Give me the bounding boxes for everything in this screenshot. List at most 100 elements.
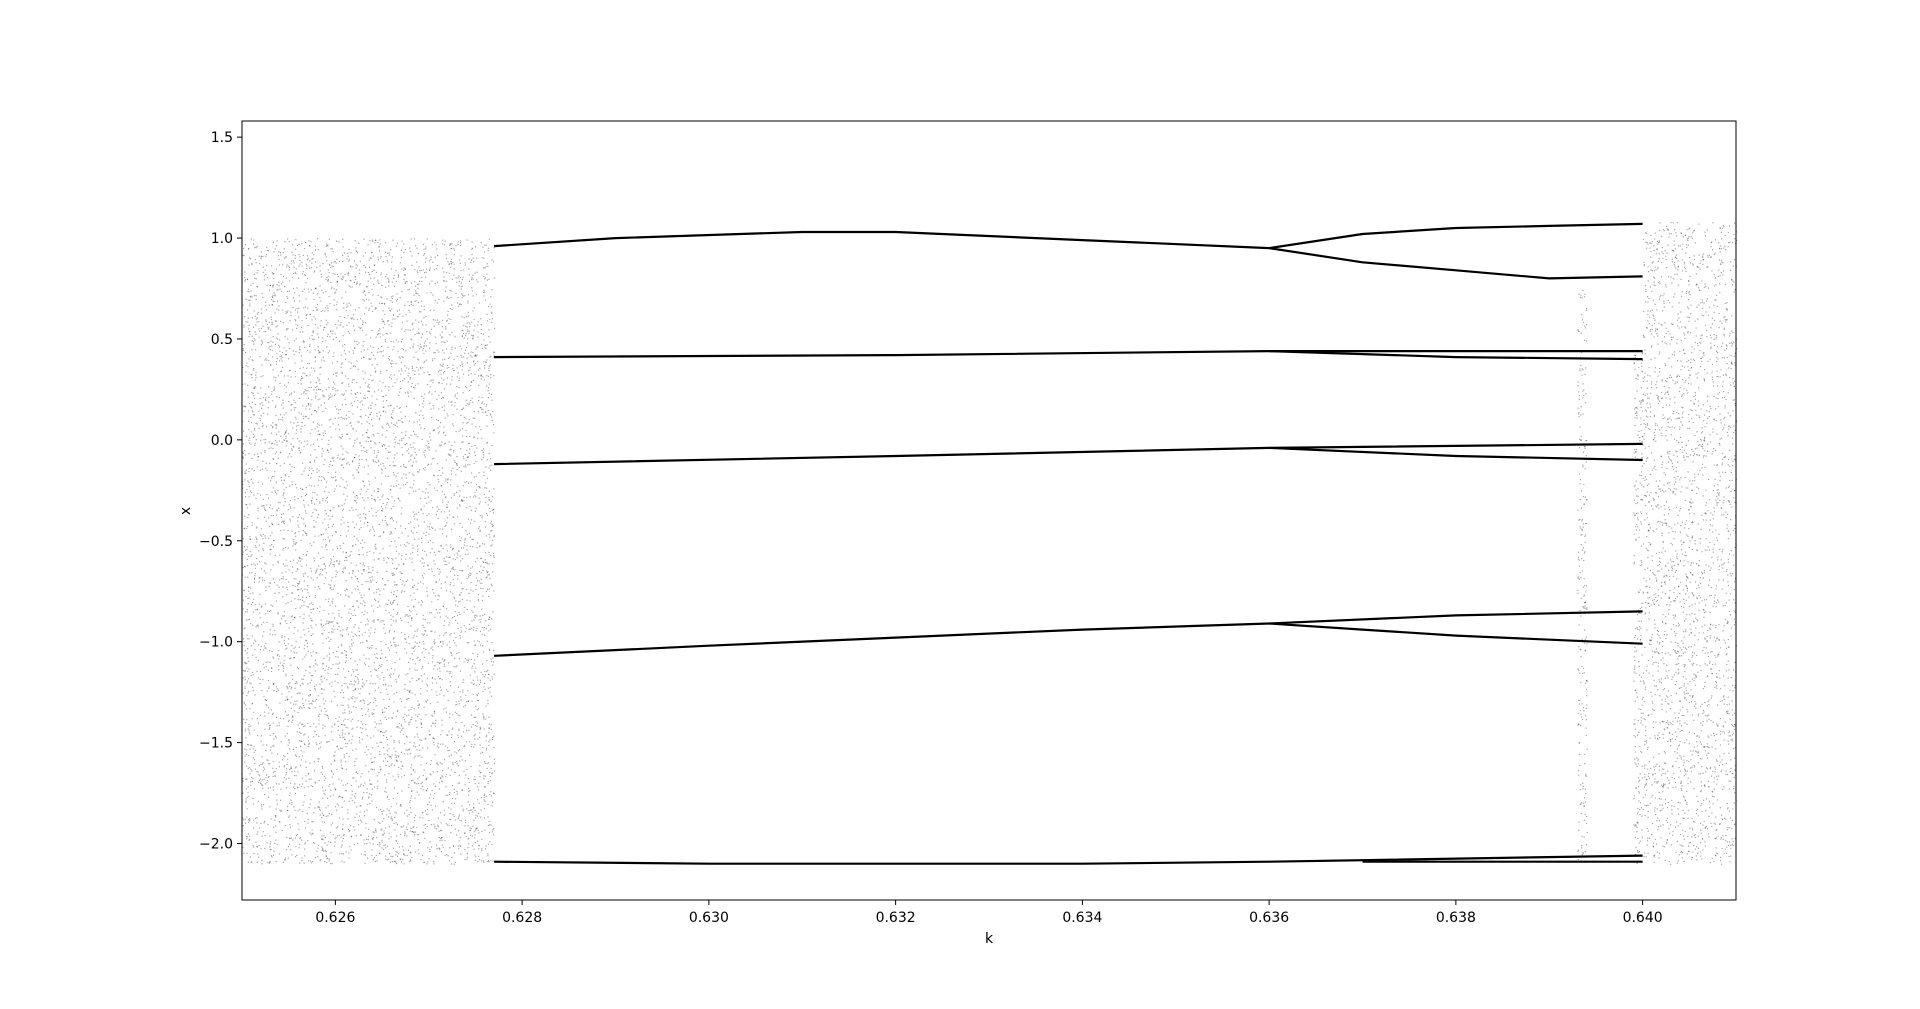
- scatter-point: [397, 316, 399, 318]
- scatter-point: [254, 386, 256, 389]
- scatter-point: [411, 454, 413, 456]
- scatter-point: [249, 572, 251, 574]
- scatter-point: [337, 826, 339, 828]
- scatter-point: [247, 861, 249, 863]
- scatter-point: [493, 649, 495, 652]
- scatter-point: [255, 349, 257, 351]
- scatter-point: [450, 479, 452, 481]
- scatter-point: [299, 367, 301, 370]
- scatter-point: [460, 755, 462, 757]
- scatter-point: [439, 686, 441, 688]
- scatter-point: [378, 465, 380, 467]
- scatter-point: [418, 419, 420, 421]
- scatter-point: [294, 257, 296, 259]
- scatter-point: [299, 838, 301, 840]
- scatter-point: [366, 640, 368, 642]
- scatter-point: [368, 828, 370, 830]
- scatter-point: [404, 268, 406, 271]
- scatter-point: [450, 754, 452, 756]
- scatter-point: [464, 760, 466, 762]
- scatter-point: [409, 753, 411, 755]
- scatter-point: [298, 560, 300, 562]
- scatter-point: [310, 778, 312, 780]
- scatter-point: [258, 603, 261, 605]
- scatter-point: [483, 475, 485, 477]
- scatter-point: [479, 744, 481, 746]
- scatter-point: [396, 452, 398, 454]
- scatter-point: [474, 325, 476, 327]
- scatter-point: [370, 251, 373, 253]
- scatter-point: [395, 568, 397, 570]
- scatter-point: [362, 686, 364, 688]
- scatter-point: [263, 275, 265, 277]
- scatter-point: [401, 338, 403, 340]
- scatter-point: [362, 562, 364, 564]
- scatter-point: [386, 502, 388, 504]
- scatter-point: [270, 841, 272, 843]
- scatter-point: [389, 756, 391, 758]
- scatter-point: [308, 695, 310, 697]
- scatter-point: [251, 563, 253, 566]
- scatter-point: [390, 816, 392, 818]
- scatter-point: [298, 583, 300, 585]
- scatter-point: [382, 310, 384, 312]
- scatter-point: [337, 412, 339, 414]
- scatter-point: [255, 298, 257, 300]
- scatter-point: [451, 404, 453, 406]
- scatter-point: [451, 676, 453, 678]
- scatter-point: [274, 775, 276, 777]
- scatter-point: [464, 606, 466, 608]
- scatter-point: [350, 252, 352, 254]
- scatter-point: [408, 372, 410, 374]
- scatter-point: [364, 450, 366, 452]
- scatter-point: [261, 756, 263, 758]
- scatter-point: [368, 703, 370, 705]
- scatter-point: [343, 724, 345, 726]
- scatter-point: [424, 393, 426, 395]
- scatter-point: [405, 474, 407, 476]
- scatter-point: [411, 324, 413, 326]
- scatter-point: [265, 661, 267, 663]
- scatter-point: [258, 336, 260, 338]
- scatter-point: [454, 657, 456, 659]
- scatter-point: [441, 341, 443, 343]
- scatter-point: [491, 805, 493, 807]
- scatter-point: [392, 574, 394, 576]
- scatter-point: [440, 829, 442, 832]
- scatter-point: [469, 804, 471, 806]
- scatter-point: [351, 577, 353, 579]
- scatter-point: [336, 622, 338, 624]
- scatter-point: [346, 463, 348, 465]
- scatter-point: [290, 443, 292, 445]
- scatter-point: [272, 745, 274, 747]
- scatter-point: [394, 779, 396, 781]
- scatter-point: [303, 499, 305, 502]
- scatter-point: [433, 429, 435, 431]
- scatter-point: [329, 604, 331, 606]
- scatter-point: [450, 260, 452, 263]
- scatter-point: [254, 442, 256, 444]
- scatter-point: [350, 720, 352, 722]
- scatter-point: [469, 448, 471, 450]
- scatter-point: [243, 247, 245, 249]
- scatter-point: [392, 775, 394, 777]
- scatter-point: [280, 741, 282, 743]
- scatter-point: [244, 383, 246, 385]
- scatter-point: [321, 455, 323, 457]
- scatter-point: [390, 685, 392, 687]
- scatter-point: [429, 848, 431, 851]
- scatter-point: [484, 487, 486, 489]
- scatter-point: [302, 530, 304, 532]
- scatter-point: [488, 467, 490, 469]
- scatter-point: [399, 858, 401, 860]
- scatter-point: [259, 356, 261, 358]
- scatter-point: [441, 780, 443, 782]
- scatter-point: [472, 257, 474, 259]
- scatter-point: [443, 665, 446, 667]
- scatter-point: [429, 523, 431, 525]
- scatter-point: [398, 356, 400, 358]
- scatter-point: [388, 810, 390, 812]
- scatter-point: [308, 240, 310, 242]
- scatter-point: [450, 352, 452, 354]
- scatter-point: [348, 385, 350, 387]
